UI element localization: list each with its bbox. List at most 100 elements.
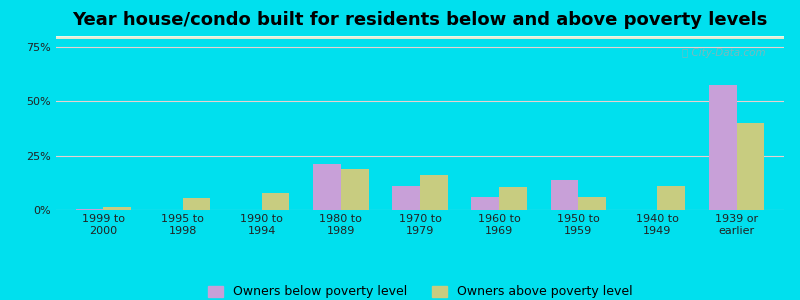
Bar bbox=[56, 36, 784, 38]
Bar bbox=[56, 37, 784, 39]
Bar bbox=[56, 37, 784, 39]
Bar bbox=[56, 37, 784, 38]
Bar bbox=[56, 38, 784, 40]
Bar bbox=[341, 169, 369, 210]
Bar bbox=[499, 187, 527, 210]
Bar bbox=[56, 37, 784, 38]
Bar bbox=[56, 37, 784, 38]
Bar bbox=[313, 164, 341, 210]
Bar bbox=[56, 36, 784, 38]
Bar bbox=[76, 209, 103, 210]
Bar bbox=[56, 37, 784, 38]
Bar bbox=[56, 37, 784, 39]
Bar bbox=[56, 36, 784, 38]
Bar bbox=[56, 36, 784, 38]
Bar bbox=[56, 36, 784, 38]
Bar bbox=[56, 36, 784, 38]
Bar bbox=[56, 38, 784, 39]
Bar bbox=[56, 36, 784, 38]
Bar bbox=[56, 37, 784, 39]
Bar bbox=[56, 38, 784, 39]
Bar bbox=[56, 37, 784, 39]
Bar bbox=[578, 197, 606, 210]
Bar bbox=[658, 186, 685, 210]
Bar bbox=[471, 197, 499, 210]
Bar bbox=[737, 123, 764, 210]
Bar bbox=[56, 37, 784, 38]
Bar bbox=[56, 37, 784, 39]
Bar bbox=[56, 36, 784, 38]
Bar bbox=[56, 36, 784, 38]
Bar bbox=[56, 37, 784, 38]
Bar bbox=[56, 37, 784, 39]
Bar bbox=[56, 36, 784, 38]
Bar bbox=[56, 37, 784, 38]
Bar bbox=[56, 37, 784, 39]
Bar bbox=[56, 37, 784, 38]
Bar bbox=[56, 37, 784, 38]
Title: Year house/condo built for residents below and above poverty levels: Year house/condo built for residents bel… bbox=[72, 11, 768, 29]
Bar bbox=[56, 37, 784, 39]
Bar bbox=[182, 198, 210, 210]
Bar bbox=[56, 37, 784, 38]
Bar bbox=[262, 193, 290, 210]
Bar bbox=[56, 36, 784, 38]
Bar bbox=[56, 38, 784, 39]
Bar bbox=[709, 85, 737, 210]
Bar bbox=[56, 38, 784, 39]
Bar bbox=[56, 38, 784, 39]
Bar bbox=[550, 179, 578, 210]
Bar bbox=[56, 37, 784, 38]
Bar bbox=[56, 37, 784, 38]
Bar bbox=[56, 37, 784, 38]
Bar bbox=[56, 37, 784, 39]
Bar bbox=[56, 37, 784, 39]
Bar bbox=[56, 37, 784, 39]
Bar bbox=[56, 38, 784, 39]
Bar bbox=[56, 38, 784, 39]
Bar bbox=[56, 38, 784, 39]
Bar bbox=[56, 38, 784, 39]
Bar bbox=[56, 38, 784, 39]
Bar bbox=[56, 37, 784, 38]
Legend: Owners below poverty level, Owners above poverty level: Owners below poverty level, Owners above… bbox=[202, 279, 638, 300]
Bar bbox=[103, 207, 131, 210]
Bar bbox=[56, 37, 784, 39]
Text: ⓘ City-Data.com: ⓘ City-Data.com bbox=[682, 48, 766, 58]
Bar bbox=[56, 37, 784, 39]
Bar bbox=[56, 37, 784, 39]
Bar bbox=[56, 37, 784, 39]
Bar bbox=[56, 38, 784, 39]
Bar bbox=[56, 36, 784, 38]
Bar bbox=[56, 37, 784, 39]
Bar bbox=[56, 37, 784, 38]
Bar bbox=[56, 38, 784, 39]
Bar bbox=[56, 37, 784, 38]
Bar bbox=[56, 38, 784, 39]
Bar bbox=[56, 36, 784, 38]
Bar bbox=[56, 37, 784, 39]
Bar bbox=[56, 37, 784, 38]
Bar bbox=[56, 37, 784, 39]
Bar bbox=[56, 37, 784, 38]
Bar bbox=[56, 37, 784, 39]
Bar bbox=[56, 36, 784, 38]
Bar bbox=[56, 37, 784, 38]
Bar bbox=[56, 36, 784, 38]
Bar bbox=[56, 38, 784, 39]
Bar bbox=[392, 186, 420, 210]
Bar bbox=[56, 36, 784, 38]
Bar bbox=[56, 37, 784, 39]
Bar bbox=[420, 175, 448, 210]
Bar bbox=[56, 38, 784, 39]
Bar bbox=[56, 37, 784, 39]
Bar bbox=[56, 36, 784, 38]
Bar bbox=[56, 37, 784, 38]
Bar bbox=[56, 37, 784, 38]
Bar bbox=[56, 37, 784, 39]
Bar bbox=[56, 36, 784, 38]
Bar bbox=[56, 38, 784, 39]
Bar bbox=[56, 37, 784, 39]
Bar bbox=[56, 36, 784, 38]
Bar bbox=[56, 37, 784, 39]
